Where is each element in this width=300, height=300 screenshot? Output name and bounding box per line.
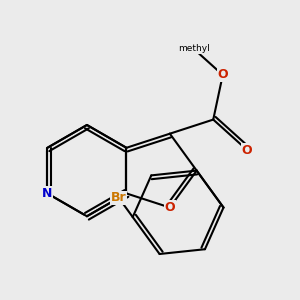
Text: O: O xyxy=(242,144,253,157)
Text: Br: Br xyxy=(111,191,127,204)
Text: N: N xyxy=(42,187,52,200)
Text: O: O xyxy=(218,68,228,81)
Text: O: O xyxy=(164,201,175,214)
Text: methyl: methyl xyxy=(178,44,210,53)
